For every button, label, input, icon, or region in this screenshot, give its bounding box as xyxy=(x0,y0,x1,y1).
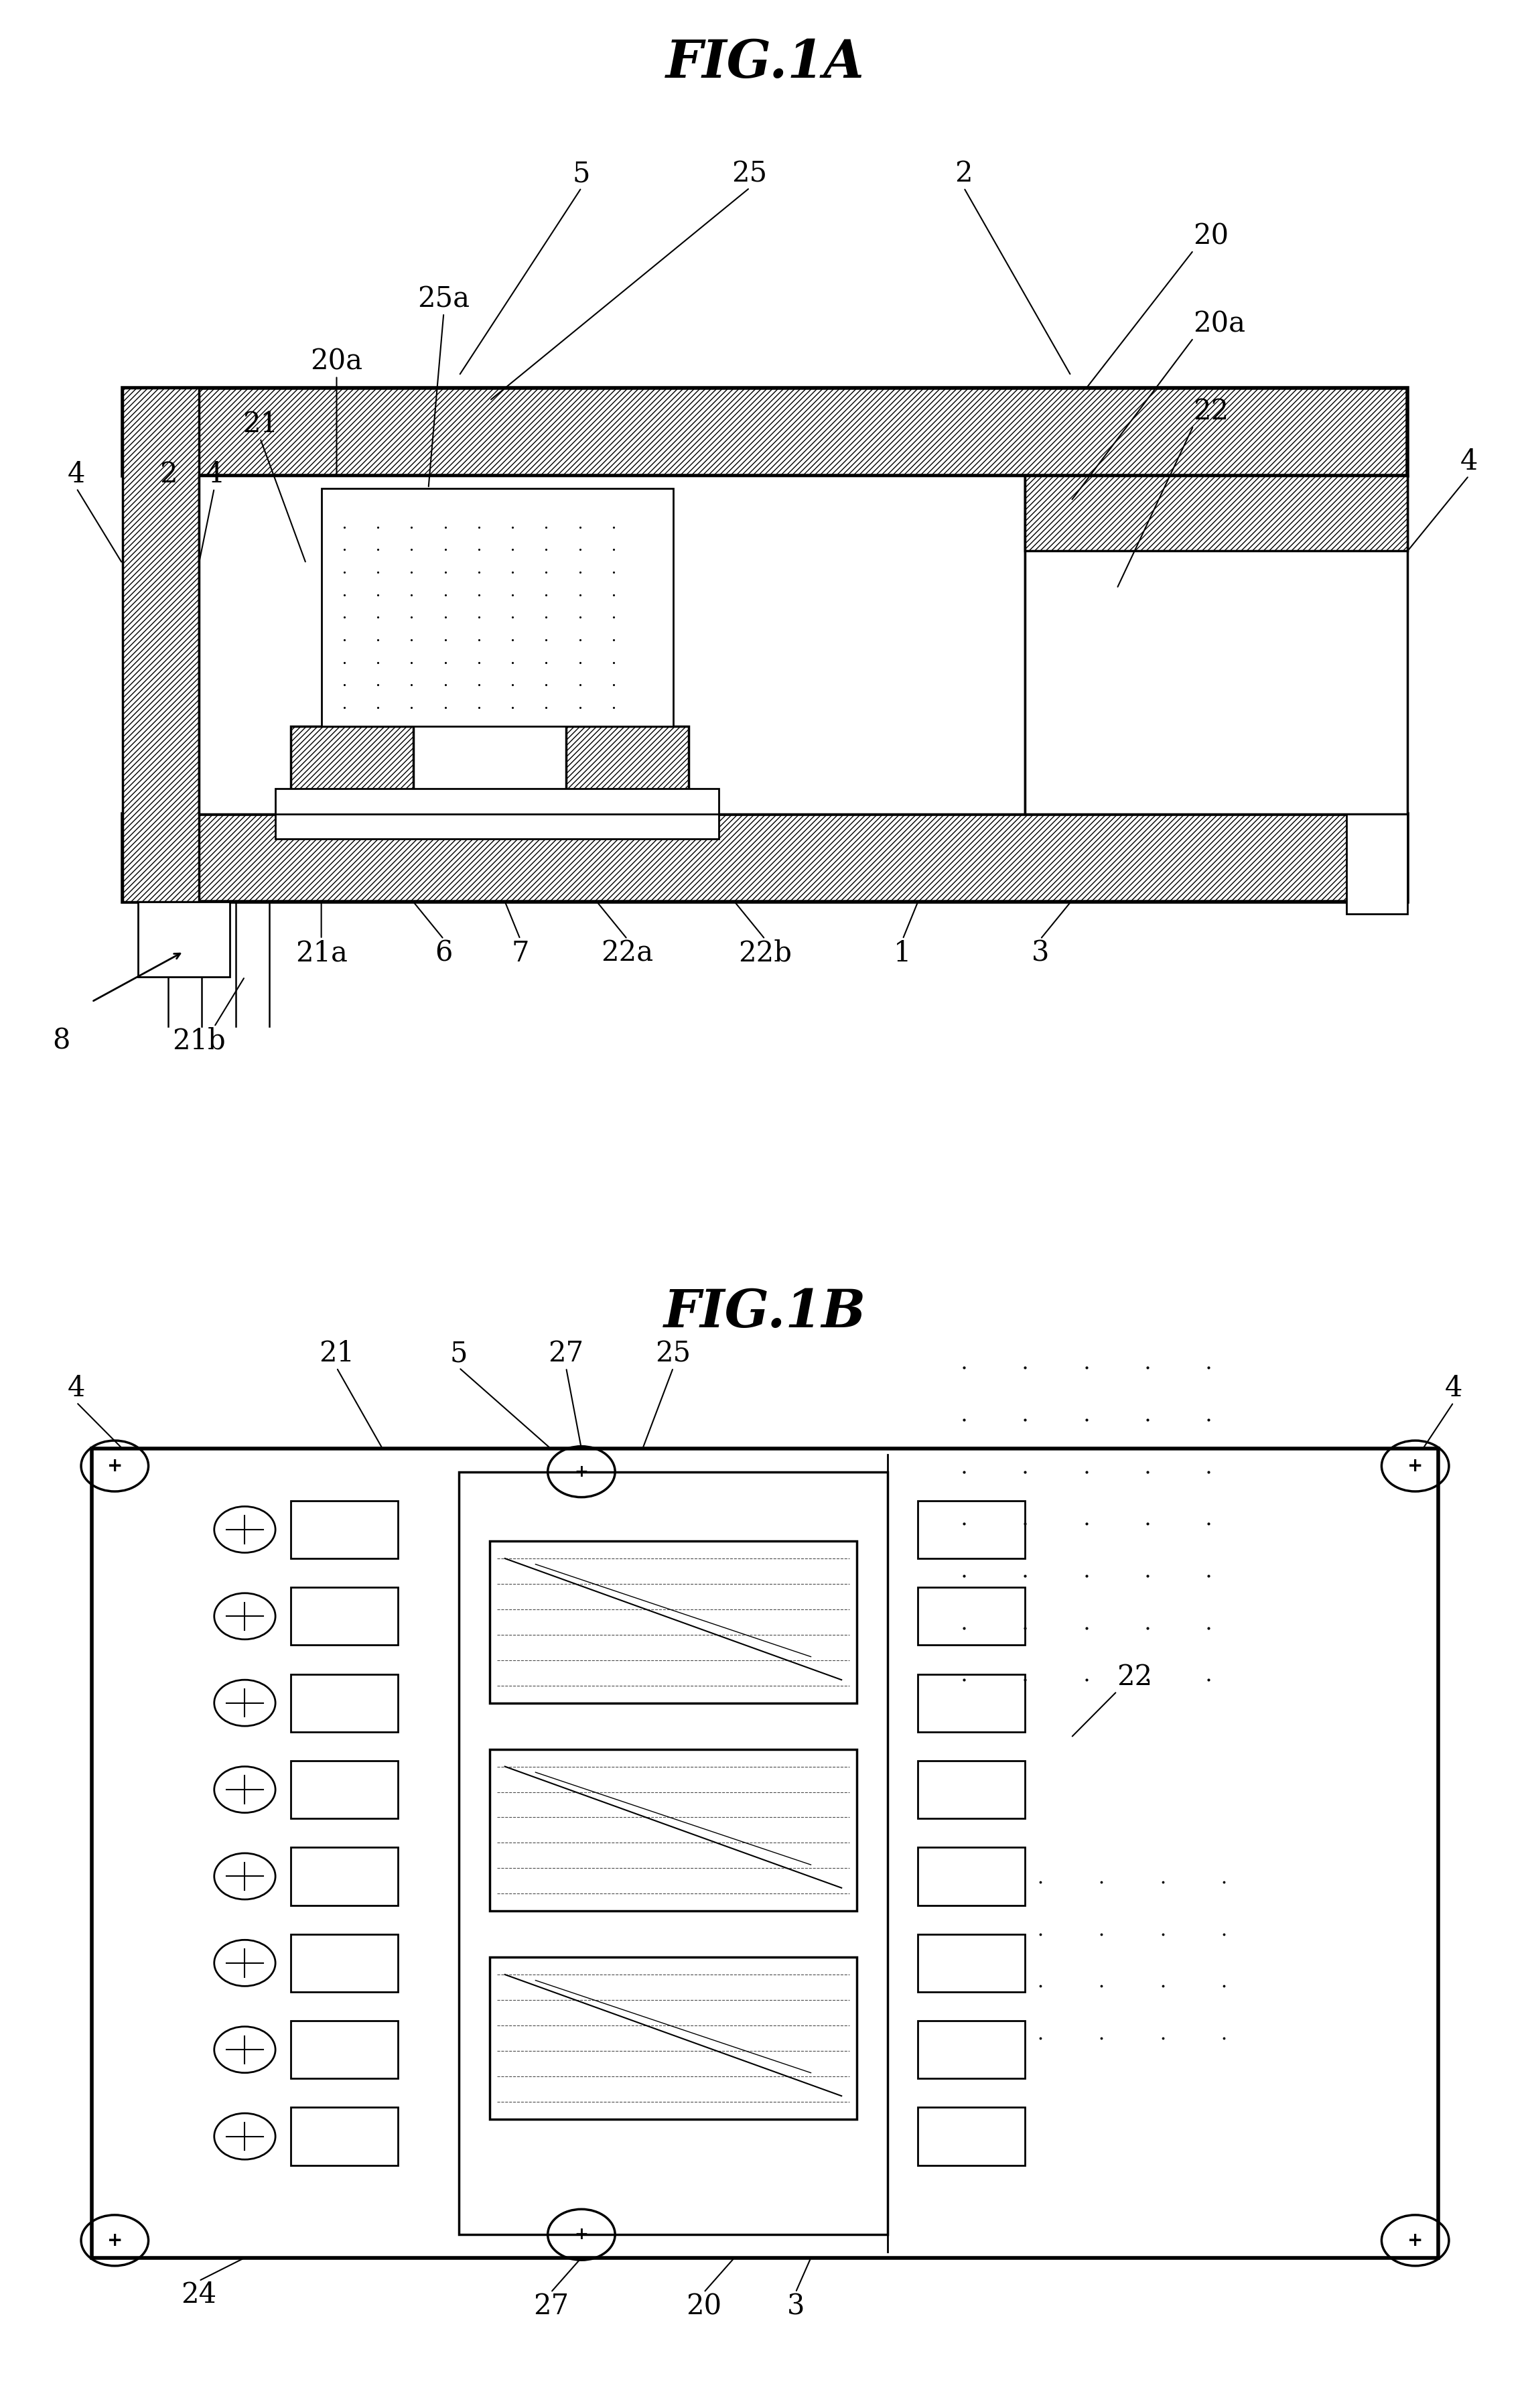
Bar xyxy=(918,2020,1025,2078)
Text: +: + xyxy=(1408,2232,1423,2249)
Bar xyxy=(291,1934,398,1991)
Bar xyxy=(918,1760,1025,1818)
Text: +: + xyxy=(1408,1457,1423,1476)
Text: 20a: 20a xyxy=(311,347,363,376)
Bar xyxy=(918,1500,1025,1558)
Text: 22b: 22b xyxy=(737,939,793,968)
Text: 21a: 21a xyxy=(295,939,347,968)
Text: 25a: 25a xyxy=(418,284,470,313)
Text: 22: 22 xyxy=(1117,1664,1152,1690)
Text: 4: 4 xyxy=(1444,1375,1463,1401)
Bar xyxy=(566,727,689,814)
Bar xyxy=(291,1500,398,1558)
Text: 21: 21 xyxy=(242,409,278,438)
Text: 24: 24 xyxy=(181,2280,217,2309)
Text: 4: 4 xyxy=(1460,448,1478,477)
Bar xyxy=(122,388,1408,477)
Bar xyxy=(92,1450,1438,2259)
Bar xyxy=(291,1674,398,1731)
Text: 3: 3 xyxy=(786,2292,805,2321)
Text: 4: 4 xyxy=(205,460,223,489)
Bar xyxy=(490,1958,857,2119)
Bar xyxy=(122,388,199,901)
Text: 3: 3 xyxy=(1031,939,1050,968)
Bar xyxy=(291,1587,398,1645)
Text: 20: 20 xyxy=(685,2292,722,2321)
Text: 27: 27 xyxy=(548,1339,584,1368)
Text: +: + xyxy=(107,1457,122,1476)
Text: 25: 25 xyxy=(655,1339,692,1368)
Text: +: + xyxy=(574,2227,589,2242)
Bar xyxy=(291,1847,398,1905)
Bar xyxy=(1025,477,1408,551)
Bar xyxy=(321,489,673,727)
Bar xyxy=(490,1541,857,1702)
Bar xyxy=(1346,814,1408,915)
Bar xyxy=(1025,477,1408,814)
Bar xyxy=(199,477,1025,814)
Text: 22: 22 xyxy=(1193,397,1229,426)
Bar xyxy=(291,727,413,814)
Text: FIG.1A: FIG.1A xyxy=(666,39,864,89)
Text: FIG.1B: FIG.1B xyxy=(664,1286,866,1339)
Text: +: + xyxy=(574,1464,589,1481)
Text: 4: 4 xyxy=(67,460,86,489)
Text: 6: 6 xyxy=(435,939,453,968)
Bar xyxy=(291,2020,398,2078)
Text: 7: 7 xyxy=(511,939,529,968)
Bar xyxy=(199,477,1025,814)
Bar xyxy=(459,1471,887,2235)
Bar xyxy=(490,1748,857,1912)
Text: 20: 20 xyxy=(1193,222,1229,250)
Text: 2: 2 xyxy=(955,159,973,188)
Text: 4: 4 xyxy=(67,1375,86,1401)
Bar xyxy=(918,1587,1025,1645)
Text: 27: 27 xyxy=(532,2292,569,2321)
Text: 20a: 20a xyxy=(1193,311,1245,337)
Bar xyxy=(122,814,1408,901)
Text: 21b: 21b xyxy=(173,1026,225,1055)
Bar xyxy=(291,1760,398,1818)
Bar xyxy=(918,1847,1025,1905)
Text: 21: 21 xyxy=(318,1339,355,1368)
Text: 22a: 22a xyxy=(601,939,653,968)
Text: 8: 8 xyxy=(52,1026,70,1055)
Text: 5: 5 xyxy=(450,1339,468,1368)
Bar xyxy=(918,1674,1025,1731)
Bar xyxy=(138,901,230,978)
Text: 25: 25 xyxy=(731,159,768,188)
Bar xyxy=(918,2107,1025,2165)
Bar xyxy=(275,790,719,838)
Text: 5: 5 xyxy=(572,159,591,188)
Bar xyxy=(291,2107,398,2165)
Text: 2: 2 xyxy=(159,460,177,489)
Text: +: + xyxy=(107,2232,122,2249)
Text: 1: 1 xyxy=(894,939,912,968)
Bar xyxy=(918,1934,1025,1991)
